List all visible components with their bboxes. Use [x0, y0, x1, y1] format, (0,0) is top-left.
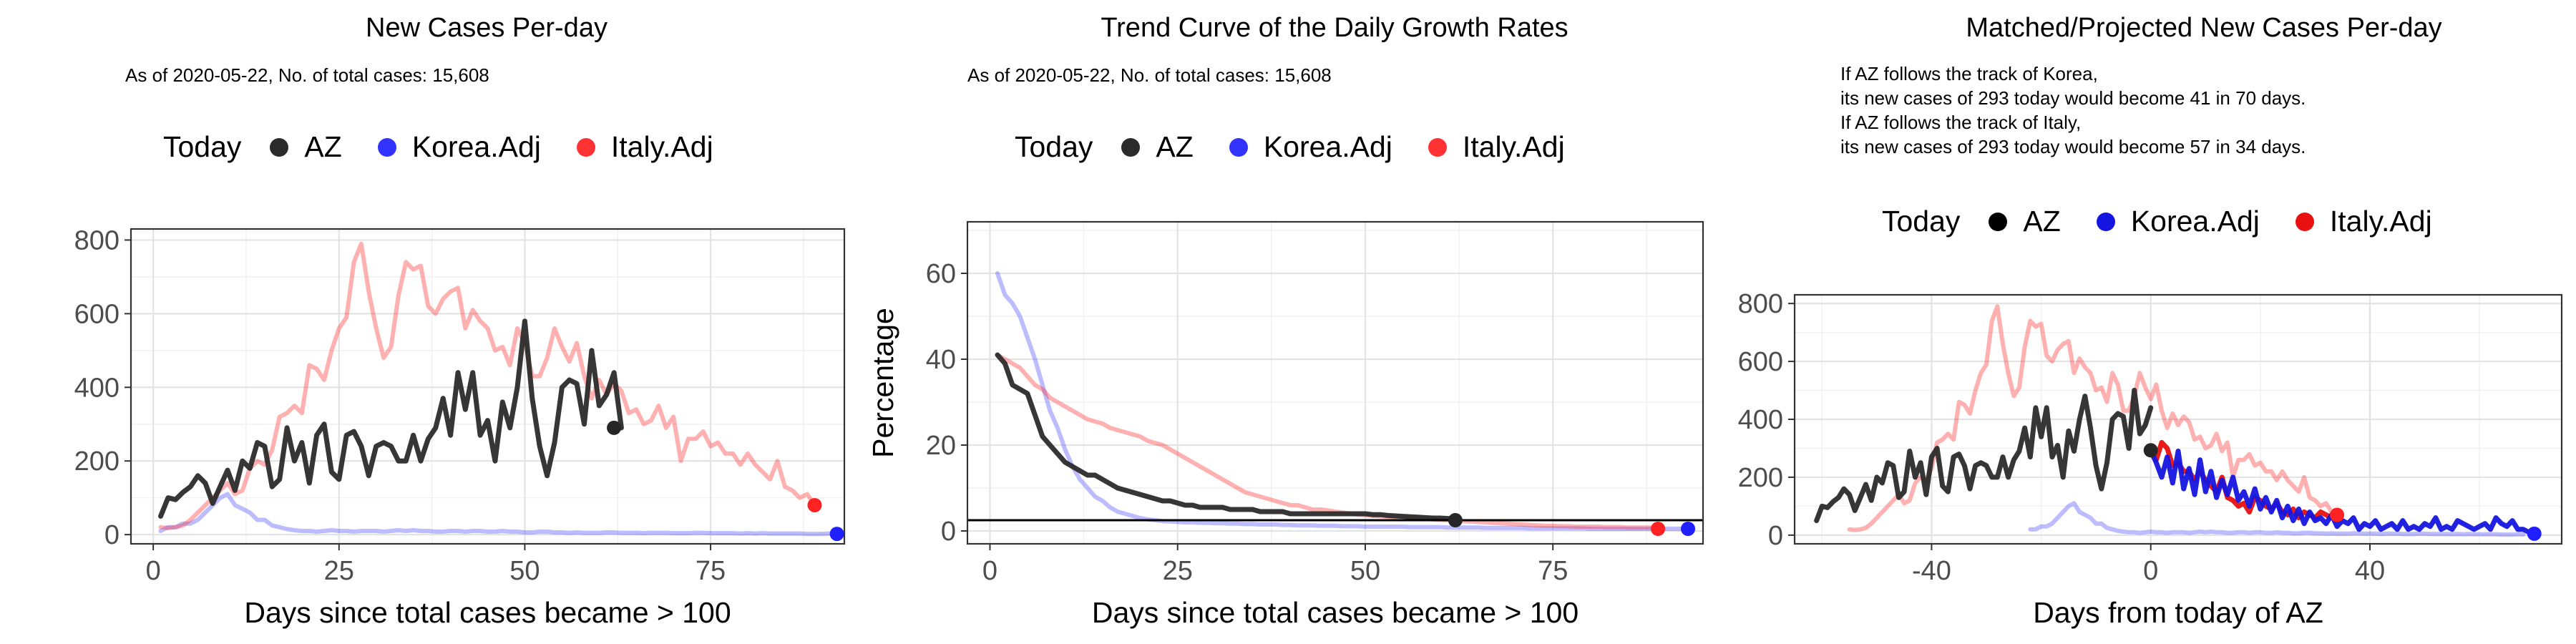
panel-new-cases: New Cases Per-day As of 2020-05-22, No. … — [0, 0, 859, 644]
x-tick-label: 25 — [1163, 556, 1193, 586]
x-tick-label: 50 — [509, 556, 540, 586]
y-tick-label: 0 — [1768, 521, 1783, 551]
y-axis-title: Percentage — [867, 308, 899, 458]
y-tick-label: 800 — [74, 225, 119, 255]
y-tick-label: 60 — [926, 259, 956, 289]
y-tick-label: 0 — [104, 520, 119, 550]
today-point-korea-adj — [1681, 522, 1695, 536]
y-tick-label: 400 — [1738, 405, 1783, 435]
panel-projected-cases: Matched/Projected New Cases Per-day If A… — [1717, 0, 2576, 644]
plot-background — [131, 229, 844, 544]
x-tick-label: 40 — [2355, 556, 2385, 586]
y-tick-label: 200 — [1738, 463, 1783, 493]
plot-area: 0 200 400 600 800 -40 0 40 Days from today of AZ — [1717, 0, 2576, 644]
today-point-az — [1448, 513, 1463, 527]
y-tick-label: 20 — [926, 431, 956, 461]
today-point-italy-adj — [1651, 522, 1665, 536]
x-tick-label: 50 — [1350, 556, 1380, 586]
x-tick-label: 0 — [2143, 556, 2158, 586]
today-point-korea-adj — [830, 527, 844, 541]
x-axis-title: Days since total cases became > 100 — [244, 596, 731, 629]
plot-area: 0 200 400 600 800 0 25 50 75 Days since total cas… — [0, 0, 859, 644]
x-axis-title: Days since total cases became > 100 — [1092, 596, 1579, 629]
y-tick-label: 600 — [1738, 347, 1783, 377]
plot-background — [967, 222, 1703, 544]
y-tick-label: 0 — [941, 517, 956, 547]
x-tick-label: 25 — [324, 556, 354, 586]
x-tick-label: -40 — [1912, 556, 1951, 586]
x-tick-label: 75 — [696, 556, 726, 586]
today-point-az — [2144, 443, 2158, 457]
y-tick-label: 400 — [74, 373, 119, 403]
x-axis-title: Days from today of AZ — [2033, 596, 2323, 629]
today-point-korea-adj — [2527, 527, 2542, 541]
panel-growth-rates: Trend Curve of the Daily Growth Rates As… — [859, 0, 1717, 644]
today-point-italy-adj — [2330, 508, 2344, 522]
today-point-az — [607, 421, 621, 435]
x-tick-label: 0 — [982, 556, 997, 586]
plot-area: 0 20 40 60 0 25 50 75 Days since total cases bec… — [859, 0, 1717, 644]
today-point-italy-adj — [807, 498, 821, 512]
y-tick-label: 600 — [74, 299, 119, 329]
y-tick-label: 800 — [1738, 289, 1783, 319]
y-tick-label: 40 — [926, 345, 956, 375]
x-tick-label: 0 — [146, 556, 161, 586]
x-tick-label: 75 — [1538, 556, 1568, 586]
y-tick-label: 200 — [74, 447, 119, 477]
